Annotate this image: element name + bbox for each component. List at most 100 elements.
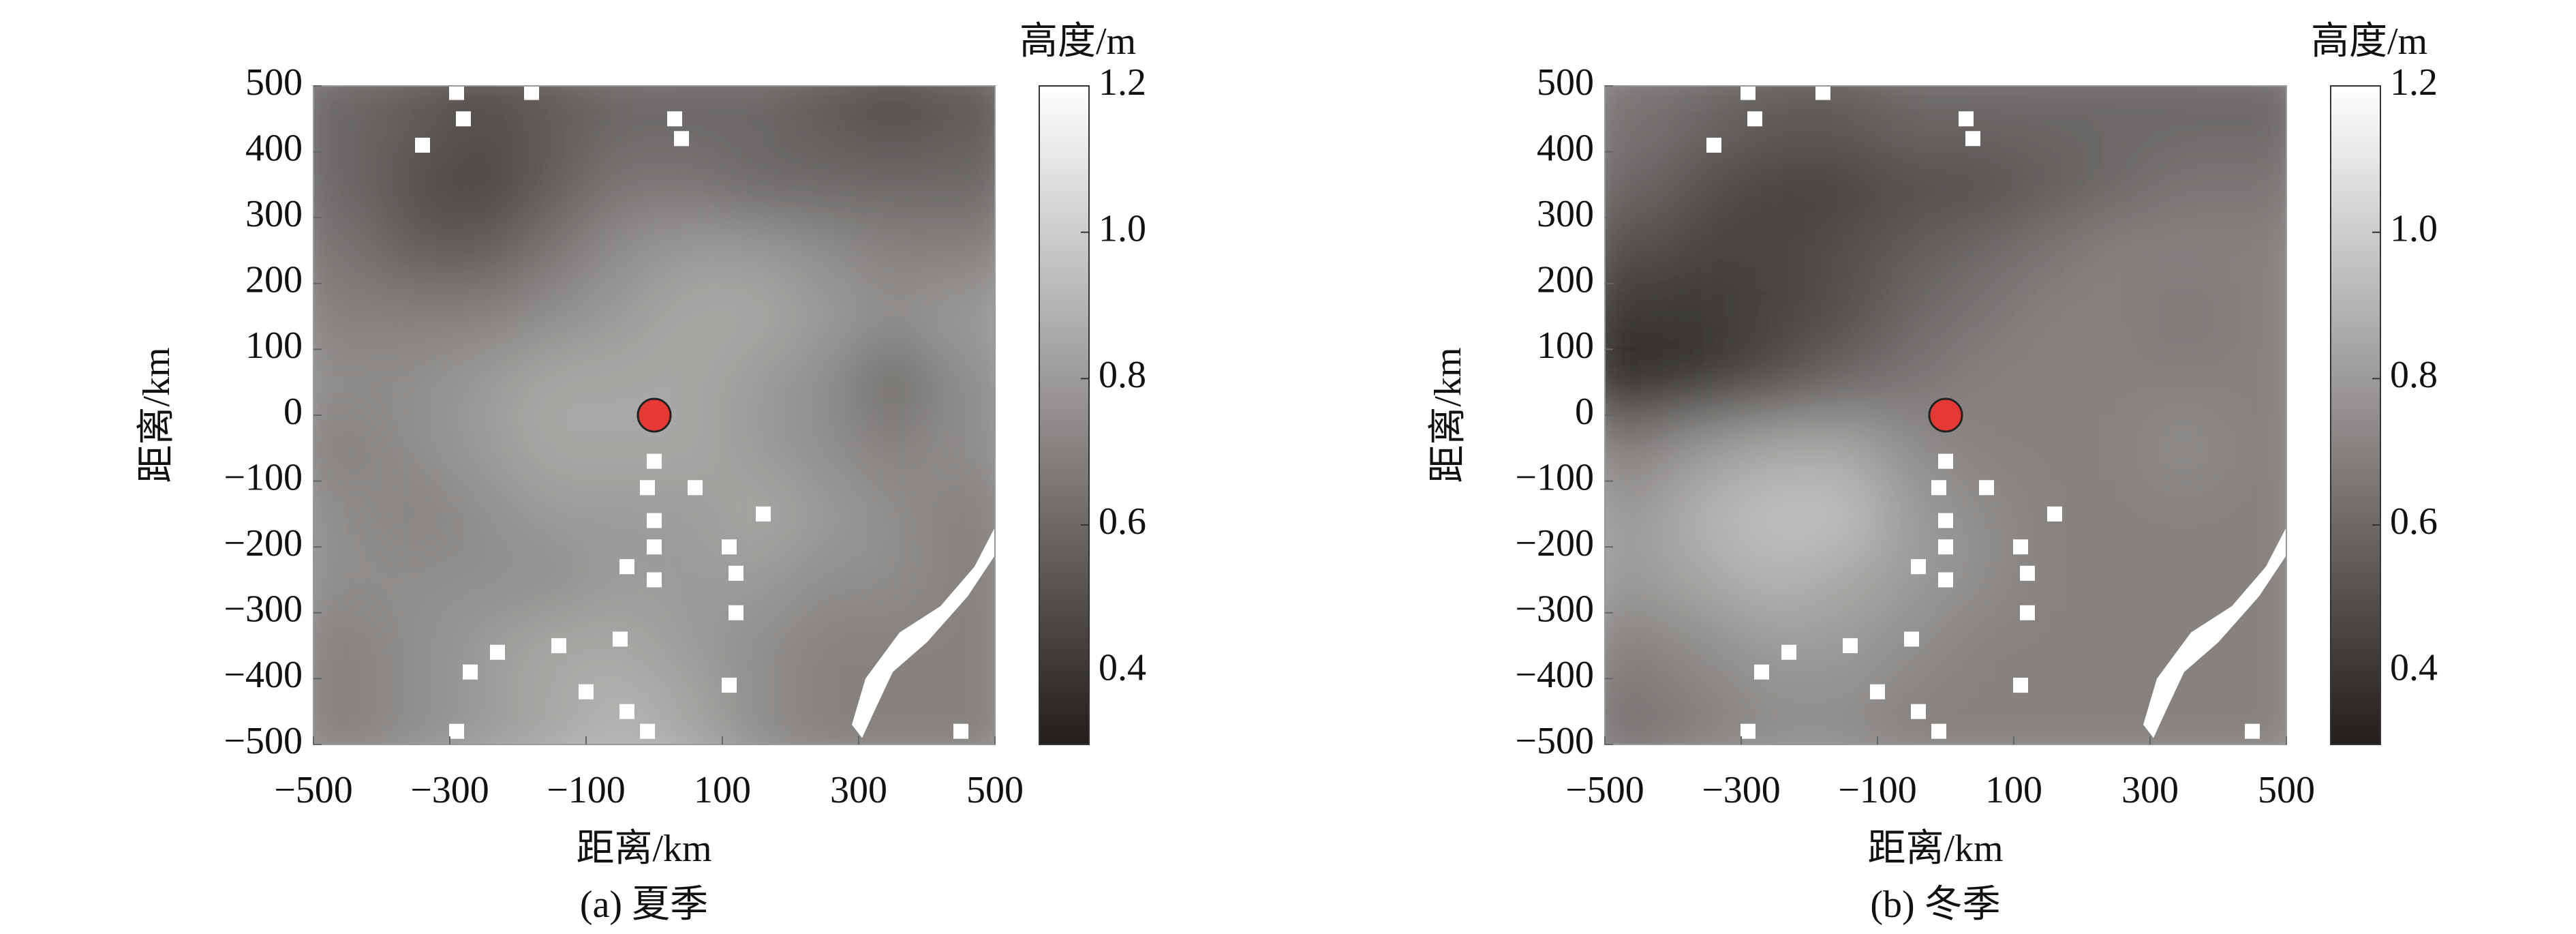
heat-cell (382, 86, 450, 153)
heat-cell (450, 349, 519, 416)
colorbar-tick-label: 0.4 (1099, 647, 1146, 689)
heat-cell (1946, 151, 2014, 219)
colorbar-tick-label: 1.0 (1099, 208, 1146, 250)
heat-cell (2082, 217, 2151, 284)
heat-cell (2218, 217, 2286, 284)
heat-cell (2014, 283, 2083, 350)
heat-cell (2218, 481, 2286, 548)
x-tick-label: −100 (547, 769, 626, 811)
y-tick-label: −200 (224, 522, 303, 564)
y-tick-label: −300 (224, 588, 303, 631)
mask-pixel (613, 631, 628, 647)
heat-cell (382, 678, 450, 744)
heat-cell (859, 481, 927, 548)
x-tick-label: −500 (274, 769, 353, 811)
mask-pixel (1747, 111, 1762, 127)
heat-cell (2082, 612, 2151, 680)
y-tick-label: −300 (1515, 588, 1594, 631)
mask-pixel (463, 664, 478, 680)
mask-pixel (667, 111, 682, 127)
mask-pixel (2013, 678, 2028, 693)
heat-cell (1809, 678, 1878, 744)
y-axis-label: 距离/km (136, 347, 178, 483)
heat-cell (927, 217, 995, 284)
heat-cell (1605, 217, 1674, 284)
heatmap-cells (313, 86, 995, 744)
heat-cell (927, 415, 995, 482)
heat-cell (2218, 349, 2286, 416)
colorbar-tick-label: 0.4 (2390, 647, 2438, 689)
heat-cell (1877, 86, 1946, 153)
heat-cell (859, 283, 927, 350)
heat-cell (722, 217, 791, 284)
colorbar-tick-label: 0.8 (2390, 354, 2438, 396)
heat-cell (1877, 283, 1946, 350)
x-tick-label: 300 (830, 769, 887, 811)
heat-cell (722, 86, 791, 153)
y-tick-label: 500 (1537, 61, 1594, 104)
heat-cell (927, 481, 995, 548)
x-tick-label: 100 (1985, 769, 2042, 811)
heat-cell (2150, 86, 2219, 153)
heat-cell (313, 86, 382, 153)
heat-cell (1877, 151, 1946, 219)
mask-pixel (1815, 86, 1830, 100)
heat-cell (791, 612, 859, 680)
heat-cell (654, 217, 723, 284)
y-tick-label: −500 (1515, 720, 1594, 762)
mask-pixel (1911, 704, 1926, 719)
heat-cell (1741, 481, 1810, 548)
heat-cell (2082, 349, 2151, 416)
mask-pixel (722, 678, 737, 693)
heat-cell (654, 678, 723, 744)
heat-cell (1946, 612, 2014, 680)
mask-pixel (2020, 565, 2035, 581)
mask-coast (2143, 527, 2286, 738)
heat-cell (518, 547, 587, 614)
mask-pixel (2047, 506, 2062, 522)
x-tick-label: 500 (966, 769, 1024, 811)
mask-pixel (1938, 572, 1953, 588)
heat-cell (2150, 481, 2219, 548)
heat-cell (654, 151, 723, 219)
heat-cell (791, 678, 859, 744)
y-tick-label: 400 (245, 127, 303, 169)
heat-cell (1673, 678, 1742, 744)
heat-cell (382, 612, 450, 680)
heat-cell (2218, 151, 2286, 219)
heat-cell (518, 349, 587, 416)
heat-cell (518, 481, 587, 548)
y-tick-label: 500 (245, 61, 303, 104)
y-tick-label: 100 (1537, 325, 1594, 367)
heat-cell (2082, 415, 2151, 482)
colorbar-label: 高度/m (2311, 20, 2427, 63)
colorbar-tick-label: 1.2 (2390, 61, 2438, 104)
heat-cell (722, 283, 791, 350)
heat-cell (450, 612, 519, 680)
colorbar (2330, 85, 2381, 745)
y-tick-label: −400 (224, 654, 303, 696)
heat-cell (927, 283, 995, 350)
heat-cell (313, 481, 382, 548)
mask-pixel (1965, 131, 1980, 147)
heat-cell (722, 612, 791, 680)
heat-cell (586, 151, 655, 219)
x-axis-label: 距离/km (576, 828, 711, 870)
heat-cell (450, 217, 519, 284)
mask-pixel (1938, 453, 1953, 469)
heat-cell (791, 547, 859, 614)
heat-cell (1673, 151, 1742, 219)
heat-cell (2218, 86, 2286, 153)
heat-cell (1946, 217, 2014, 284)
heat-cell (791, 415, 859, 482)
heat-cell (859, 547, 927, 614)
colorbar-tick-label: 0.6 (1099, 500, 1146, 543)
heat-cell (1605, 349, 1674, 416)
y-tick-label: 0 (283, 391, 303, 433)
heat-cell (313, 217, 382, 284)
mask-pixel (449, 86, 464, 100)
caption: (a) 夏季 (580, 884, 708, 926)
y-tick-label: 200 (245, 259, 303, 301)
heat-cell (1605, 86, 1674, 153)
